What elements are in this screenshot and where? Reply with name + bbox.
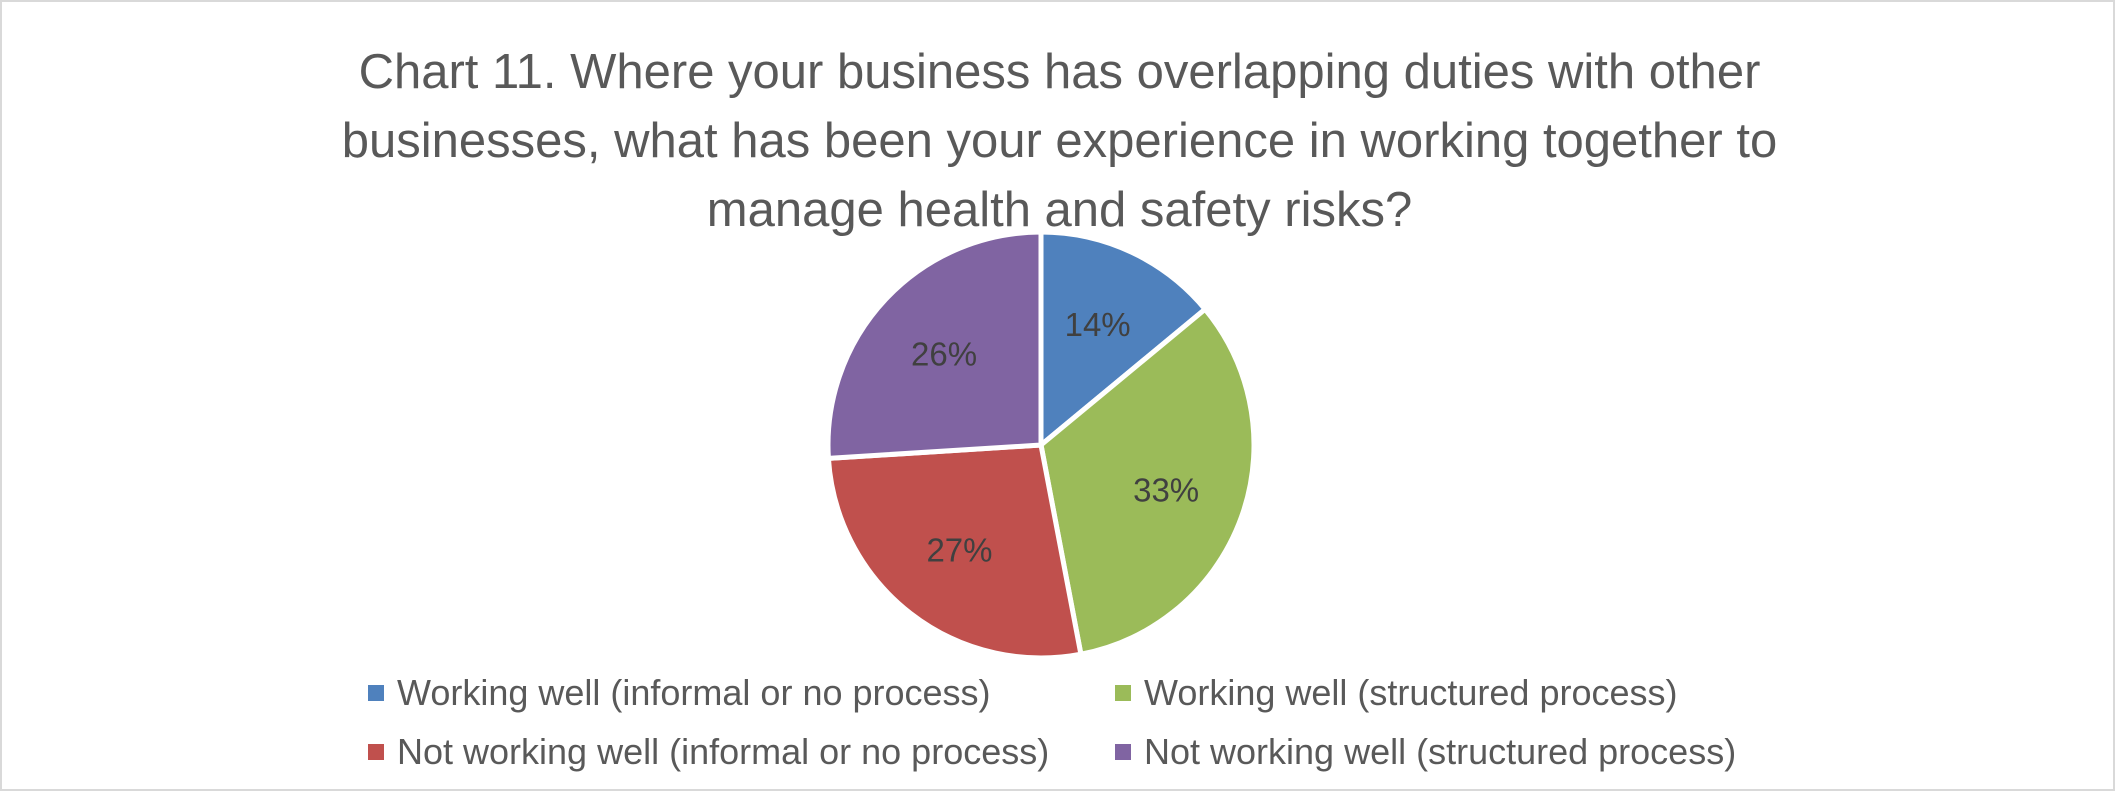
legend-item-not-working-well-informal: Not working well (informal or no process… <box>368 731 1049 773</box>
pie-slice-not-working-well-informal-or-no-process <box>825 442 1084 661</box>
legend-label: Working well (informal or no process) <box>397 672 991 713</box>
legend-swatch <box>1115 685 1131 701</box>
data-label-working-well-structured-process: 33% <box>1133 472 1199 509</box>
pie-slice-working-well-informal-or-no-process <box>1038 229 1208 448</box>
legend-swatch <box>368 744 384 760</box>
legend-swatch <box>368 685 384 701</box>
pie-slice-not-working-well-structured-process <box>825 229 1044 461</box>
data-label-not-working-well-informal-or-no-process: 27% <box>926 532 992 569</box>
data-label-working-well-informal-or-no-process: 14% <box>1065 306 1131 343</box>
legend-item-not-working-well-structured: Not working well (structured process) <box>1115 731 1736 773</box>
legend-label: Not working well (informal or no process… <box>397 731 1050 772</box>
legend-label: Working well (structured process) <box>1144 672 1678 713</box>
legend-swatch <box>1115 744 1131 760</box>
pie-slice-working-well-structured-process <box>1038 306 1257 657</box>
data-label-not-working-well-structured-process: 26% <box>911 335 977 372</box>
legend-item-working-well-informal: Working well (informal or no process) <box>368 672 991 714</box>
legend-label: Not working well (structured process) <box>1144 731 1737 772</box>
legend-item-working-well-structured: Working well (structured process) <box>1115 672 1678 714</box>
chart-title: Chart 11. Where your business has overla… <box>341 45 1778 237</box>
